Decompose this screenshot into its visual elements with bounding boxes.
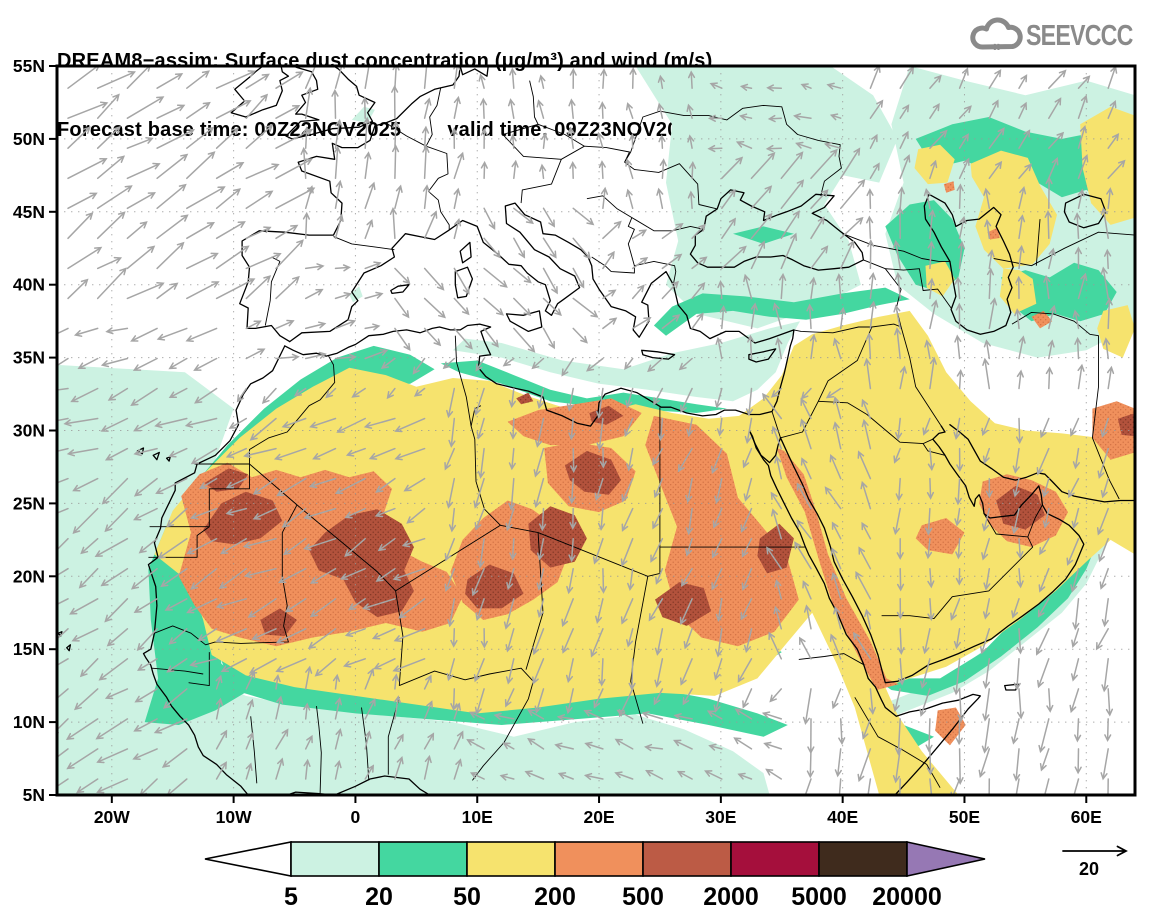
dust-region-c500 xyxy=(655,582,712,626)
wind-reference: 20 xyxy=(1062,845,1128,879)
lon-label-30E: 30E xyxy=(705,807,736,827)
colorbar-label-50: 50 xyxy=(453,883,481,907)
lat-label-40N: 40N xyxy=(13,275,45,295)
dust-region-c5 xyxy=(57,364,770,795)
lon-label-10E: 10E xyxy=(462,807,493,827)
dust-region-c20 xyxy=(653,287,910,336)
dust-region-c50 xyxy=(1097,305,1135,358)
dust-region-c200 xyxy=(1031,310,1053,329)
lon-label-20E: 20E xyxy=(583,807,614,827)
lat-label-50N: 50N xyxy=(13,129,45,149)
seevccc-logo: » SEEVCCC xyxy=(968,16,1159,56)
lon-label-50E: 50E xyxy=(949,807,980,827)
wind-reference-label: 20 xyxy=(1079,859,1099,879)
dust-region-c500 xyxy=(465,564,524,609)
dust-region-c500 xyxy=(203,491,283,545)
dust-region-c500 xyxy=(996,485,1045,530)
colorbar-legend: 5 20 50 200 500 2000 5000 20000 xyxy=(204,841,986,907)
dust-region-c500 xyxy=(564,450,621,495)
logo-text: SEEVCCC xyxy=(1025,19,1133,52)
lon-label-40E: 40E xyxy=(827,807,858,827)
svg-text:»: » xyxy=(993,38,1002,55)
dust-region-c50 xyxy=(925,261,955,297)
dust-region-c500 xyxy=(260,608,297,637)
lat-label-35N: 35N xyxy=(13,348,45,368)
dust-region-c200 xyxy=(776,448,899,690)
dust-region-c200 xyxy=(1092,401,1135,460)
lat-label-55N: 55N xyxy=(13,56,45,76)
dust-region-c500 xyxy=(204,468,249,492)
map-area xyxy=(57,66,1135,795)
colorbar-label-2000: 2000 xyxy=(703,883,759,907)
dust-region-c500 xyxy=(757,523,794,574)
dust-region-c5 xyxy=(452,321,800,402)
graticule xyxy=(57,66,1135,795)
map-frame-and-axes: 55N 50N 45N 40N 35N 30N 25N 20N 15N 10N 5N 20W 10W 0 1… xyxy=(13,56,1137,827)
lat-label-10N: 10N xyxy=(13,712,45,732)
dust-region-c5 xyxy=(635,66,898,329)
dust-region-c50 xyxy=(1080,106,1135,225)
colorbar-label-5: 5 xyxy=(284,883,298,907)
colorbar-label-20000: 20000 xyxy=(872,883,942,907)
dust-region-c20 xyxy=(440,360,727,413)
lat-label-15N: 15N xyxy=(13,639,45,659)
colorbar-label-5000: 5000 xyxy=(791,883,847,907)
colorbar-label-200: 200 xyxy=(534,883,576,907)
lat-label-45N: 45N xyxy=(13,202,45,222)
cloud-icon: » xyxy=(970,17,1023,55)
lat-label-25N: 25N xyxy=(13,493,45,513)
dust-region-c5 xyxy=(349,286,363,303)
lat-label-20N: 20N xyxy=(13,566,45,586)
dust-region-c200 xyxy=(935,707,966,746)
dust-region-c500 xyxy=(516,392,534,405)
dust-region-c200 xyxy=(987,227,1000,240)
colorbar-label-20: 20 xyxy=(365,883,393,907)
lon-label-0: 0 xyxy=(351,807,361,827)
lon-label-60E: 60E xyxy=(1071,807,1102,827)
lat-label-30N: 30N xyxy=(13,421,45,441)
colorbar-label-500: 500 xyxy=(622,883,664,907)
dust-region-c200 xyxy=(915,518,965,555)
lon-label-20W: 20W xyxy=(94,807,130,827)
coastlines xyxy=(57,66,1135,795)
lon-label-10W: 10W xyxy=(216,807,252,827)
dust-region-c500 xyxy=(309,509,414,618)
lat-label-5N: 5N xyxy=(23,785,45,805)
dust-region-c200 xyxy=(943,181,955,193)
dust-region-c50 xyxy=(970,150,1057,269)
dust-region-c20 xyxy=(733,226,794,244)
